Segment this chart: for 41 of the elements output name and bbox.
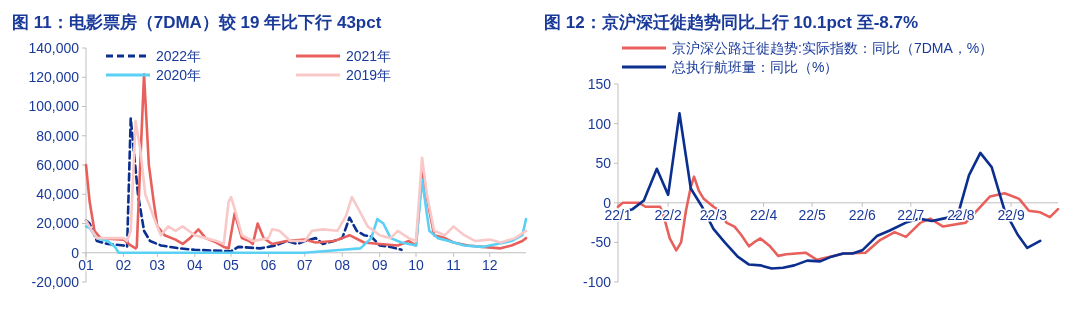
y-tick-label: 120,000 xyxy=(28,69,80,86)
x-tick-label: 08 xyxy=(334,256,351,273)
x-tick-label: 11 xyxy=(446,256,461,273)
x-tick-label: 06 xyxy=(260,256,277,273)
chart-title: 图 11：电影票房（7DMA）较 19 年比下行 43pct xyxy=(12,13,382,32)
y-tick-label: 20,000 xyxy=(36,215,80,232)
y-tick-label: 140,000 xyxy=(28,39,80,56)
chart-title: 图 12：京沪深迁徙趋势同比上行 10.1pct 至-8.7% xyxy=(544,13,919,32)
x-tick-label: 03 xyxy=(149,256,166,273)
x-tick-label: 22/7 xyxy=(897,206,925,223)
y-tick-label: 50 xyxy=(595,155,612,172)
x-tick-label: 02 xyxy=(115,256,132,273)
y-tick-label: 80,000 xyxy=(36,127,80,144)
legend-label: 2020年 xyxy=(156,67,202,83)
legend-label: 京沪深公路迁徙趋势:实际指数：同比（7DMA，%） xyxy=(672,40,994,56)
legend-label: 2021年 xyxy=(346,48,392,64)
x-tick-label: 01 xyxy=(78,256,94,273)
y-tick-label: -100 xyxy=(582,273,612,290)
x-tick-label: 22/4 xyxy=(749,206,778,223)
x-tick-label: 22/6 xyxy=(848,206,877,223)
legend-label: 2022年 xyxy=(156,48,202,64)
x-tick-label: 05 xyxy=(223,256,240,273)
legend-label: 2019年 xyxy=(346,67,392,83)
y-tick-label: 100,000 xyxy=(28,98,80,115)
legend-label: 总执行航班量：同比（%） xyxy=(671,59,839,75)
x-tick-label: 09 xyxy=(371,256,388,273)
y-tick-label: 40,000 xyxy=(36,186,80,203)
y-tick-label: 100 xyxy=(587,115,612,132)
y-tick-label: 150 xyxy=(587,75,612,92)
line-series xyxy=(84,119,528,246)
y-tick-label: 0 xyxy=(603,194,612,211)
x-tick-label: 12 xyxy=(481,256,498,273)
line-series xyxy=(84,116,403,253)
x-tick-label: 22/5 xyxy=(798,206,826,223)
x-tick-label: 04 xyxy=(187,256,203,273)
y-tick-label: 60,000 xyxy=(36,156,80,173)
y-tick-label: -20,000 xyxy=(31,273,80,290)
x-tick-label: 07 xyxy=(297,256,313,273)
x-tick-label: 10 xyxy=(408,256,424,273)
y-tick-label: 0 xyxy=(71,244,80,261)
y-tick-label: -50 xyxy=(590,234,612,251)
